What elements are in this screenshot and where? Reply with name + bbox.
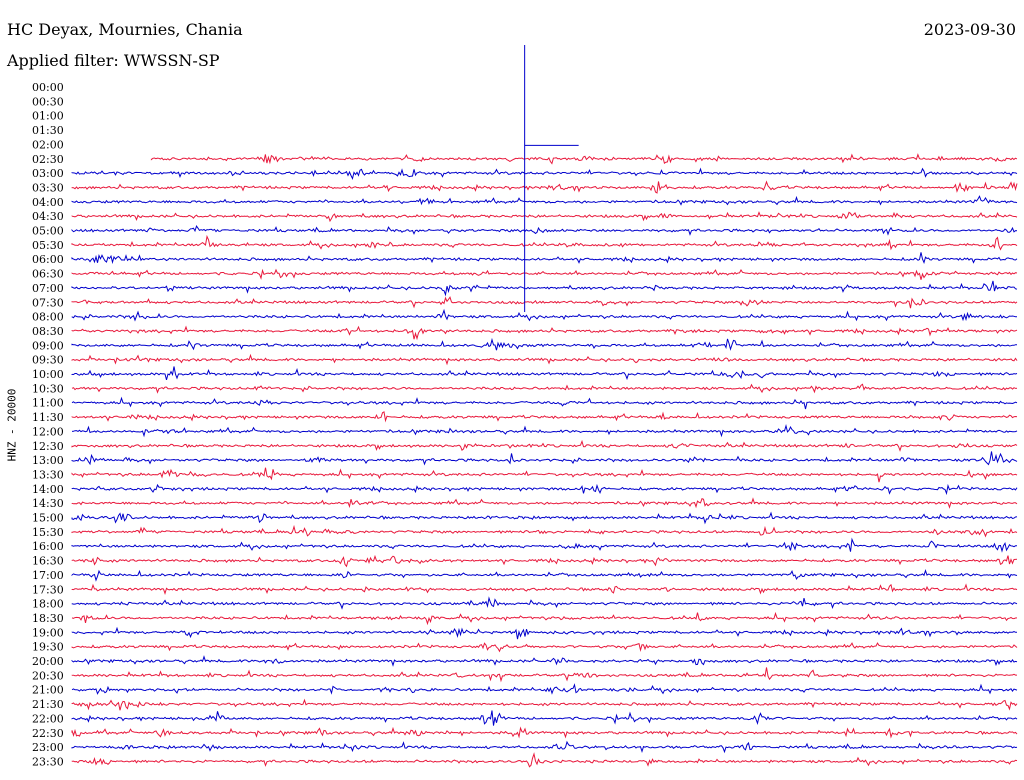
time-label: 22:30: [32, 727, 64, 740]
time-label: 00:30: [32, 95, 64, 108]
time-label: 03:30: [32, 181, 64, 194]
time-label: 03:00: [32, 167, 64, 180]
time-label: 07:00: [32, 282, 64, 295]
time-label: 22:00: [32, 712, 64, 725]
trace-line: [71, 626, 1018, 640]
time-label: 04:30: [32, 210, 64, 223]
time-label: 10:00: [32, 368, 64, 381]
time-label: 06:00: [32, 253, 64, 266]
trace-line: [71, 280, 1018, 297]
time-label: 08:30: [32, 325, 64, 338]
trace-line: [71, 752, 1018, 768]
time-label: 19:00: [32, 626, 64, 639]
time-label: 23:00: [32, 741, 64, 754]
trace-line: [71, 211, 1018, 223]
trace-line: [71, 483, 1018, 496]
trace-line: [71, 167, 1018, 180]
trace-line: [71, 596, 1018, 610]
trace-line: [71, 554, 1018, 568]
trace-line: [71, 366, 1018, 381]
time-label: 21:30: [32, 698, 64, 711]
trace-line: [71, 195, 1018, 206]
time-label: 20:00: [32, 655, 64, 668]
time-label: 17:30: [32, 583, 64, 596]
trace-line: [71, 740, 1018, 754]
time-label: 00:00: [32, 81, 64, 94]
time-label: 19:30: [32, 641, 64, 654]
trace-line: [71, 583, 1018, 596]
trace-line: [71, 683, 1018, 695]
filter-label: Applied filter: WWSSN-SP: [7, 51, 220, 70]
time-label: 20:30: [32, 669, 64, 682]
trace-line: [71, 411, 1018, 423]
time-label: 23:30: [32, 755, 64, 768]
time-label: 02:30: [32, 153, 64, 166]
trace-line: [71, 308, 1018, 322]
time-label: 02:00: [32, 138, 64, 151]
trace-line: [71, 383, 1018, 394]
trace-line: [71, 180, 1018, 194]
time-label: 08:00: [32, 311, 64, 324]
time-label: 16:00: [32, 540, 64, 553]
time-label: 18:30: [32, 612, 64, 625]
trace-line: [71, 268, 1018, 280]
trace-line: [71, 511, 1018, 525]
trace-line: [71, 537, 1017, 553]
trace-line: [71, 224, 1018, 236]
trace-line: [71, 296, 1018, 309]
time-label: 21:00: [32, 684, 64, 697]
record-date: 2023-09-30: [923, 20, 1016, 39]
time-label: 04:00: [32, 196, 64, 209]
trace-line: [71, 234, 1018, 251]
trace-line: [71, 424, 1018, 438]
time-label: 05:00: [32, 225, 64, 238]
trace-line: [71, 655, 1018, 667]
time-label: 14:30: [32, 497, 64, 510]
time-label: 05:30: [32, 239, 64, 252]
spike-mark: [524, 45, 579, 312]
time-label: 13:00: [32, 454, 64, 467]
trace-line: [71, 467, 1018, 483]
trace-line: [71, 568, 1018, 582]
time-label: 07:30: [32, 296, 64, 309]
time-label: 11:00: [32, 397, 64, 410]
time-label: 18:00: [32, 598, 64, 611]
time-label: 14:00: [32, 483, 64, 496]
trace-line: [71, 497, 1018, 509]
time-label: 01:00: [32, 110, 64, 123]
time-label: 01:30: [32, 124, 64, 137]
station-title: HC Deyax, Mournies, Chania: [7, 20, 243, 39]
trace-line: [71, 726, 1018, 739]
trace-line: [71, 667, 1017, 683]
time-label: 09:30: [32, 354, 64, 367]
time-label: 12:00: [32, 425, 64, 438]
trace-line: [71, 524, 1018, 538]
trace-line: [71, 353, 1018, 366]
trace-line: [150, 153, 1018, 165]
time-label: 09:00: [32, 339, 64, 352]
trace-line: [71, 642, 1018, 653]
time-label: 13:30: [32, 468, 64, 481]
trace-line: [71, 710, 1018, 726]
time-label: 10:30: [32, 382, 64, 395]
trace-line: [71, 611, 1018, 626]
trace-line: [71, 451, 1018, 466]
trace-line: [71, 252, 1018, 265]
time-label: 16:30: [32, 555, 64, 568]
trace-line: [71, 698, 1018, 711]
trace-line: [71, 337, 1018, 351]
trace-line: [71, 325, 1018, 341]
time-label: 17:00: [32, 569, 64, 582]
time-label: 15:00: [32, 512, 64, 525]
time-label: 12:30: [32, 440, 64, 453]
trace-line: [71, 439, 1018, 452]
time-label: 06:30: [32, 268, 64, 281]
trace-line: [71, 396, 1018, 410]
time-label: 11:30: [32, 411, 64, 424]
time-label: 15:30: [32, 526, 64, 539]
